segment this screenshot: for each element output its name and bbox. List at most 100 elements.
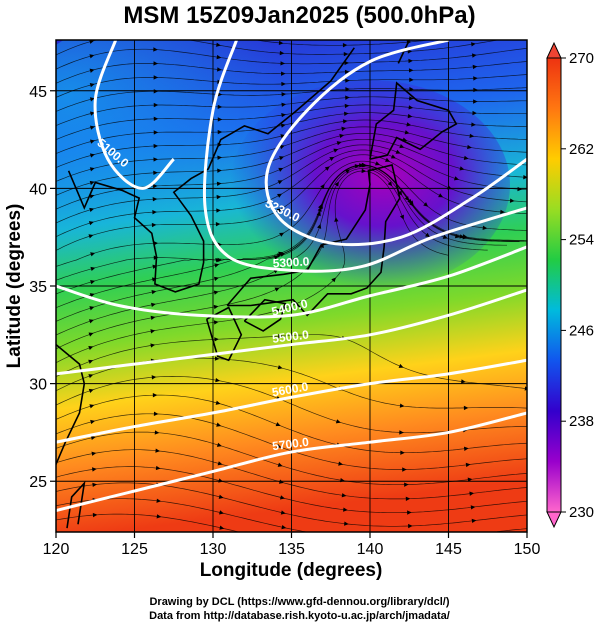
streamline [56,513,241,532]
wind-arrowhead [151,302,156,308]
wind-arrowhead [214,356,220,361]
wind-arrowhead [343,507,348,512]
wind-arrowhead [154,430,160,435]
wind-arrowhead [345,169,351,174]
wind-arrowhead [214,263,220,268]
y-tick-label: 30 [29,377,47,394]
wind-arrowhead [384,157,390,162]
wind-arrowhead [281,112,287,118]
wind-arrowhead [473,76,478,81]
streamline [56,144,527,224]
colorbar-tick-label: 254 [569,232,594,249]
wind-arrowhead [471,518,477,524]
contour-line [56,358,527,444]
wind-arrowhead [472,110,477,116]
wind-arrowhead [320,183,325,189]
wind-arrowhead [89,404,95,409]
wind-arrowhead [213,320,219,325]
wind-arrowhead [404,130,410,135]
wind-arrowhead [89,139,95,144]
wind-arrowhead [334,181,339,187]
wind-arrowhead [89,194,95,199]
wind-arrowhead [153,116,159,122]
contour-line [56,288,527,376]
wind-arrowhead [404,482,409,487]
colorbar: 230 238 246 254 262 270 [546,41,594,529]
x-tick-label: 130 [200,541,227,558]
x-tick-label: 150 [514,541,541,558]
wind-arrowhead [214,337,219,342]
wind-arrowhead [329,156,335,161]
credit-drawing: Drawing by DCL (https://www.gfd-dennou.o… [149,596,450,608]
wind-arrowhead [152,393,158,398]
wind-arrowhead [92,512,98,518]
streamline [56,149,527,238]
wind-arrowhead [324,166,330,171]
wind-arrowhead [405,496,411,501]
wind-arrowhead [280,510,286,515]
streamline [56,466,527,514]
wind-arrowhead [454,233,460,239]
streamline [56,74,527,98]
wind-arrowhead [278,167,284,172]
colorbar-min-arrow [546,511,562,529]
wind-arrowhead [397,190,403,196]
wind-arrowhead [343,51,349,57]
credit-data: Data from http://database.rish.kyoto-u.a… [149,610,450,622]
wind-arrowhead [277,365,283,370]
wind-arrowhead [341,493,347,498]
coastline [56,343,86,467]
wind-arrowhead [213,304,219,310]
wind-arrowhead [471,53,477,58]
wind-arrowhead [399,214,404,220]
wind-arrowhead [89,83,95,88]
contour-label: 5300.0 [272,254,310,270]
colorbar-tick-label: 230 [569,504,594,521]
wind-arrowhead [276,208,282,213]
wind-arrowhead [91,451,97,456]
wind-arrowhead [90,435,96,441]
wind-arrowhead [336,141,342,146]
wind-arrowhead [88,374,94,379]
wind-arrowhead [530,456,535,460]
wind-arrowhead [277,462,283,467]
wind-arrowhead [153,143,159,149]
wind-arrowhead [344,69,350,75]
wind-arrowhead [89,180,95,186]
x-axis-label: Longitude (degrees) [200,560,383,581]
wind-arrowhead [470,31,475,35]
y-axis-label: Latitude (degrees) [4,204,25,369]
wind-arrowhead [344,103,350,109]
wind-arrowhead [90,419,96,425]
contour-line [264,40,527,247]
wind-arrowhead [153,19,158,23]
wind-arrowhead [527,424,532,428]
wind-arrowhead [153,170,158,176]
wind-arrowhead [408,58,413,64]
streamline [56,170,449,364]
wind-arrowhead [156,498,162,503]
streamline [56,40,431,46]
y-tick-label: 25 [29,474,47,491]
wind-arrowhead [528,406,533,410]
wind-arrowhead [408,105,414,110]
wind-arrowhead [215,377,221,383]
wind-arrowhead [453,176,459,181]
wind-arrowhead [153,47,158,52]
wind-arrowhead [153,157,159,162]
wind-arrowhead [463,446,469,451]
wind-arrowhead [215,400,221,405]
wind-arrowhead [473,99,478,104]
wind-arrowhead [213,290,219,295]
wind-arrowhead [345,549,350,553]
wind-arrowhead [407,510,412,515]
coastline [369,81,458,160]
wind-arrowhead [473,546,478,550]
wind-arrowhead [88,221,94,226]
x-tick-label: 135 [278,541,305,558]
streamline [56,498,527,532]
wind-arrowhead [344,521,349,526]
wind-arrowhead [91,467,97,472]
wind-arrowhead [463,155,469,161]
wind-arrowhead [469,491,475,496]
